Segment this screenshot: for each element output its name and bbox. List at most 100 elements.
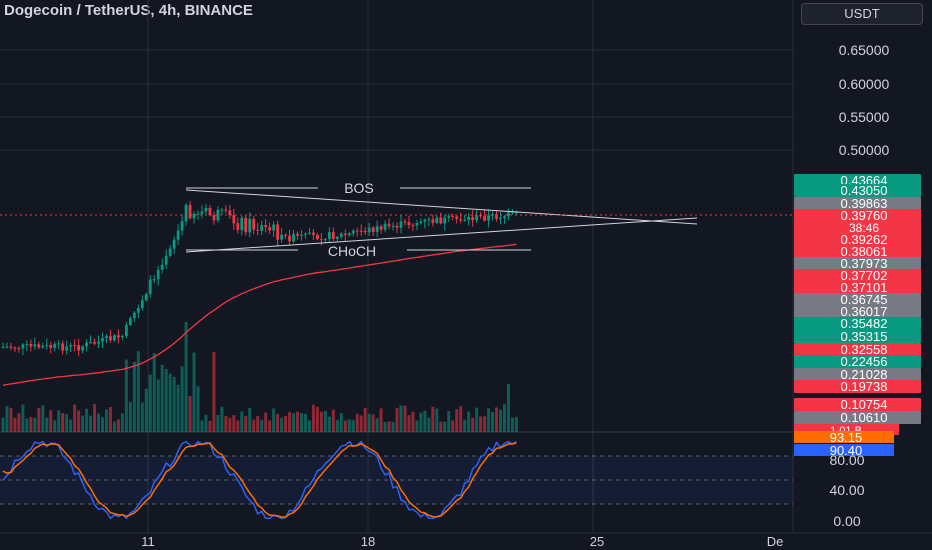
- volume-bar: [319, 411, 323, 432]
- volume-bar: [25, 418, 29, 432]
- volume-bar: [172, 376, 176, 432]
- candle-body: [73, 345, 77, 347]
- candle-body: [435, 217, 439, 223]
- candle-body: [499, 218, 502, 220]
- candle-body: [447, 216, 451, 218]
- price-label-box: [794, 233, 921, 246]
- stoch-tick-label: 0.00: [833, 513, 860, 529]
- volume-bar: [41, 405, 45, 432]
- candle-body: [53, 344, 57, 348]
- candle-body: [21, 344, 25, 349]
- candle-body: [439, 217, 443, 224]
- candle-body: [45, 344, 49, 346]
- candle-body: [443, 217, 447, 224]
- volume-bar: [81, 415, 85, 432]
- volume-bar: [311, 404, 315, 432]
- candle-body: [347, 233, 351, 236]
- candle-body: [276, 224, 280, 240]
- stoch-band: [0, 456, 793, 504]
- price-tick-label: 0.50000: [839, 142, 890, 158]
- price-label-text: 0.36017: [841, 304, 888, 319]
- candle-body: [335, 236, 339, 239]
- candle-body: [9, 346, 13, 348]
- candle-body: [5, 346, 9, 348]
- candle-body: [61, 343, 65, 351]
- candle-body: [260, 225, 264, 231]
- stoch-value-text: 90.40: [830, 443, 863, 458]
- candle-body: [272, 224, 276, 231]
- price-label-box: [794, 209, 921, 222]
- volume-bar: [188, 395, 192, 432]
- candle-body: [351, 230, 355, 234]
- price-label-text: 0.37973: [841, 256, 888, 271]
- volume-bar: [327, 416, 331, 432]
- candle-body: [256, 229, 260, 231]
- stoch-value-box: [794, 431, 894, 443]
- currency-button[interactable]: USDT: [801, 3, 923, 25]
- candle-body: [339, 233, 343, 237]
- candle-body: [228, 210, 232, 216]
- candle-body: [343, 233, 347, 236]
- volume-bar: [292, 413, 296, 432]
- candle-body: [13, 347, 17, 349]
- volume-bar: [331, 409, 335, 432]
- price-label-box: [794, 305, 921, 318]
- volume-bar: [256, 415, 260, 432]
- volume-bar: [280, 417, 284, 432]
- candle-body: [503, 216, 506, 219]
- choch-label: CHoCH: [328, 243, 376, 259]
- price-label-box: [794, 380, 921, 393]
- candle-body: [176, 230, 180, 240]
- candle-body: [41, 345, 45, 348]
- volume-bar: [264, 412, 268, 432]
- candle-body: [312, 232, 315, 235]
- volume-bar: [85, 408, 89, 432]
- volume-bar: [45, 417, 49, 432]
- volume-bar: [379, 408, 383, 432]
- candle-body: [69, 345, 73, 347]
- price-label-box: [794, 343, 921, 356]
- volume-bar: [367, 413, 371, 432]
- drawing-tools: BOS CHoCH: [0, 180, 793, 259]
- price-label-text: 0.10754: [841, 397, 888, 412]
- volume-bars: [1, 322, 518, 432]
- candle-body: [359, 230, 363, 232]
- candle-body: [304, 233, 307, 235]
- volume-bar: [455, 409, 459, 432]
- volume-bar: [156, 379, 160, 432]
- volume-bar: [180, 366, 184, 432]
- candle-body: [495, 214, 498, 219]
- triangle-upper-line: [185, 189, 698, 225]
- candle-body: [431, 219, 435, 223]
- volume-bar: [124, 359, 128, 432]
- price-tick-label: 0.55000: [839, 109, 890, 125]
- volume-bar: [128, 401, 132, 432]
- candle-body: [288, 235, 291, 242]
- candle-body: [152, 279, 156, 281]
- time-tick-label: De: [767, 534, 784, 549]
- volume-bar: [9, 407, 13, 432]
- volume-bar: [232, 415, 236, 432]
- candle-body: [17, 348, 21, 350]
- candle-body: [487, 215, 490, 221]
- candle-body: [423, 219, 427, 222]
- candle-body: [160, 264, 164, 270]
- candle-body: [29, 343, 33, 347]
- volume-bar: [37, 408, 41, 432]
- stoch-value-box: [794, 444, 894, 456]
- candle-body: [475, 215, 479, 221]
- volume-bar: [77, 410, 81, 432]
- price-label-text: 0.35315: [841, 329, 888, 344]
- candle-body: [184, 205, 188, 222]
- volume-bar: [29, 416, 33, 432]
- price-label-text: 0.35482: [841, 316, 888, 331]
- volume-bar: [439, 421, 443, 432]
- candle-body: [232, 215, 236, 224]
- candle-body: [264, 225, 268, 228]
- volume-bar: [148, 374, 152, 432]
- price-label-box: [794, 330, 921, 343]
- candle-body: [383, 223, 387, 230]
- price-label-box: [794, 411, 921, 424]
- volume-bar: [355, 413, 359, 432]
